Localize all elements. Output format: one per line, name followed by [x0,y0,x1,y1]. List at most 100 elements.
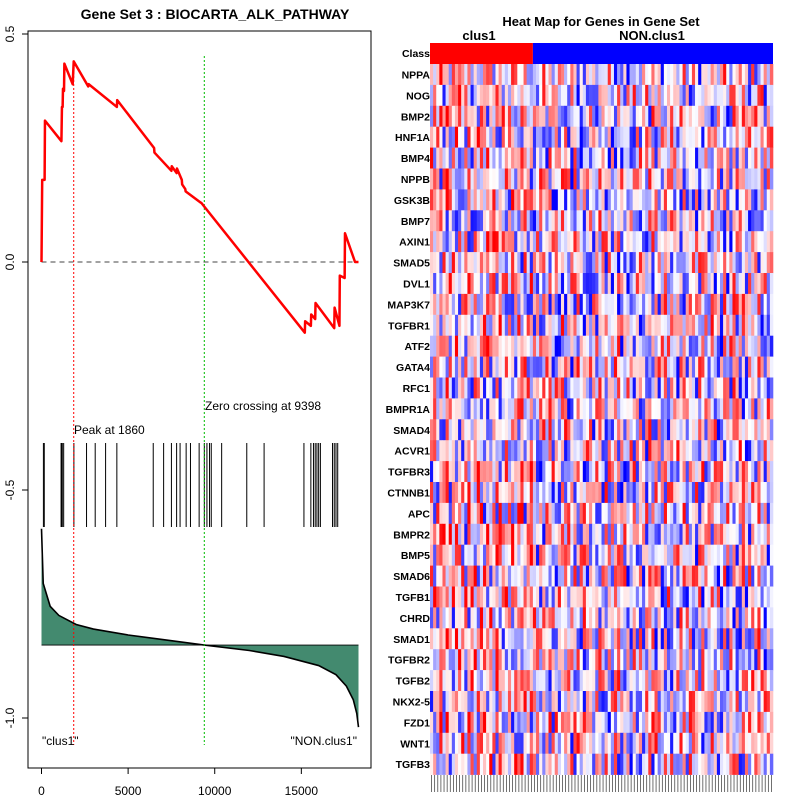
heatmap-cell [486,628,490,650]
heatmap-cell [651,168,655,190]
heatmap-cell [454,482,459,504]
heatmap-cell [548,544,552,566]
heatmap-cell [638,628,643,650]
heatmap-cell [461,377,465,399]
heatmap-cell [479,210,484,232]
heatmap-cell [498,210,503,232]
heatmap-cell [629,126,633,148]
heatmap-cell [473,628,478,650]
heatmap-cell [698,523,702,545]
heatmap-cell [701,649,705,671]
heatmap-cell [467,189,471,211]
heatmap-cell [601,273,605,295]
heatmap-cell [760,398,764,420]
heatmap-cell [461,84,465,107]
heatmap-cell [769,293,774,316]
heatmap-cell [704,335,708,357]
heatmap-cell [582,398,587,420]
heatmap-cell [570,335,574,357]
heatmap-cell [514,231,518,253]
heatmap-cell [470,273,474,295]
heatmap-cell [707,482,711,504]
heatmap-cell [570,607,574,629]
heatmap-cell [433,210,437,232]
heatmap-cell [716,711,721,734]
heatmap-cell [723,105,727,127]
heatmap-cell [754,607,758,629]
heatmap-cell [701,210,705,232]
heatmap-cell [430,189,434,211]
heatmap-cell [483,607,487,629]
heatmap-cell [473,419,478,441]
heatmap-cell [754,335,758,357]
heatmap-cell [545,189,549,211]
gene-label: NPPA [402,69,431,81]
heatmap-cell [623,293,627,316]
heatmap-cell [567,544,571,566]
heatmap-cell [592,231,596,253]
heatmap-cell [623,649,627,671]
heatmap-cell [698,586,702,608]
heatmap-cell [557,210,562,232]
heatmap-cell [504,273,509,295]
heatmap-cell [430,293,434,316]
heatmap-cell [439,523,443,545]
heatmap-cell [617,231,621,253]
heatmap-cell [461,586,465,608]
heatmap-cell [676,293,680,316]
heatmap-cell [551,461,556,483]
heatmap-cell [607,586,612,608]
heatmap-cell [557,189,562,211]
heatmap-cell [601,377,605,399]
heatmap-cell [695,335,699,357]
heatmap-cell [610,482,615,504]
heatmap-cell [442,252,446,274]
heatmap-cell [498,670,503,692]
heatmap-cell [570,711,574,734]
heatmap-cell [716,168,721,190]
heatmap-cell [729,64,733,86]
heatmap-cell [545,440,549,462]
heatmap-cell [620,84,624,107]
gene-label: SMAD1 [393,634,430,646]
heatmap-cell [769,711,774,734]
heatmap-cell [735,168,739,190]
heatmap-cell [604,691,609,713]
heatmap-cell [551,84,556,107]
heatmap-cell [448,356,453,378]
heatmap-cell [486,147,490,169]
heatmap-cell [570,565,574,587]
heatmap-cell [744,670,749,692]
heatmap-cell [617,753,621,775]
heatmap-cell [657,147,662,169]
heatmap-cell [576,273,580,295]
heatmap-cell [526,440,531,462]
heatmap-cell [592,565,596,587]
heatmap-cell [623,523,627,545]
heatmap-cell [695,64,699,86]
heatmap-cell [598,691,602,713]
heatmap-cell [617,523,621,545]
heatmap-cell [613,314,618,336]
heatmap-cell [520,335,524,357]
heatmap-cell [610,649,615,671]
heatmap-cell [501,189,506,211]
heatmap-cell [691,732,696,754]
heatmap-cell [495,147,499,169]
heatmap-cell [670,377,674,399]
heatmap-cell [763,293,768,316]
heatmap-cell [548,105,552,127]
heatmap-cell [454,252,459,274]
heatmap-cell [685,231,690,253]
heatmap-cell [682,440,686,462]
heatmap-cell [514,314,518,336]
heatmap-cell [698,649,702,671]
heatmap-cell [735,607,739,629]
heatmap-cell [536,711,540,734]
heatmap-cell [741,314,746,336]
heatmap-cell [685,482,690,504]
heatmap-cell [567,335,571,357]
heatmap-cell [458,210,462,232]
heatmap-cell [473,461,478,483]
heatmap-cell [548,64,552,86]
